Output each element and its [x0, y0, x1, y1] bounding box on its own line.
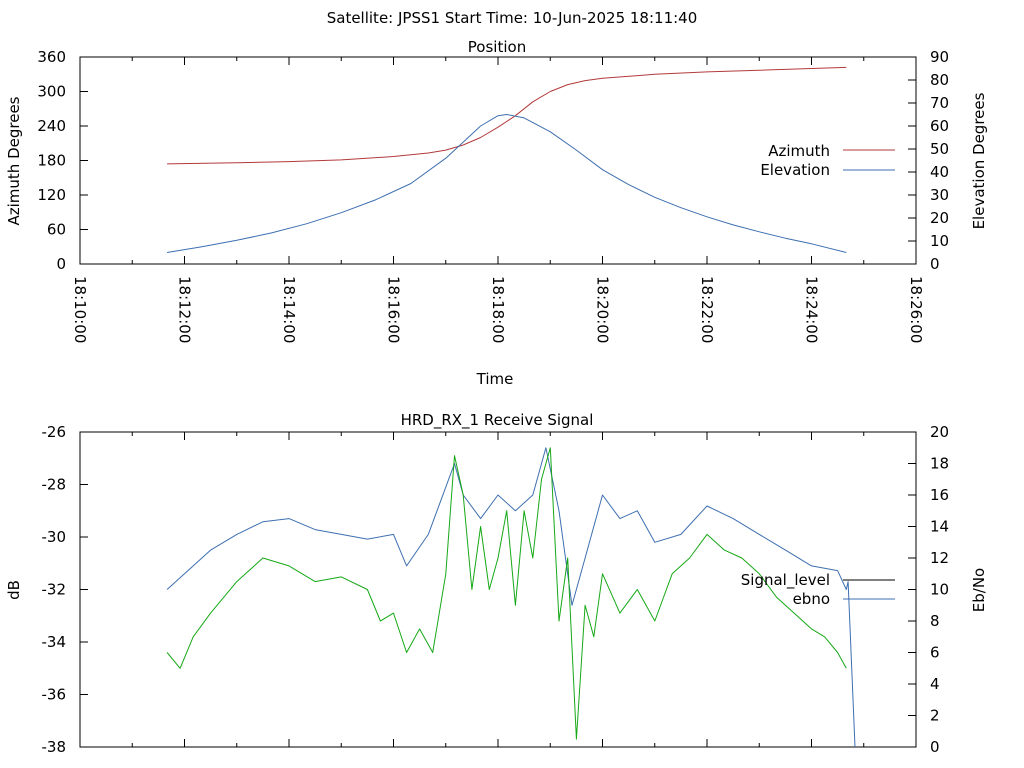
time-tick-label: 18:24:00: [803, 276, 821, 343]
signal-series: [166, 447, 856, 748]
right-tick-label: 4: [930, 675, 940, 693]
right-tick-label: 30: [930, 186, 949, 204]
position-right-axis-label: Elevation Degrees: [970, 92, 988, 229]
time-tick-label: 18:20:00: [594, 276, 612, 343]
time-tick-label: 18:26:00: [907, 276, 925, 343]
left-tick-label: -32: [42, 581, 67, 599]
right-tick-label: 90: [930, 48, 949, 66]
legend-signal-level-label: Signal_level: [741, 571, 830, 590]
signal-plot-frame: [79, 431, 917, 748]
elevation-line: [167, 114, 847, 253]
right-tick-label: 10: [930, 232, 949, 250]
left-tick-label: -38: [42, 738, 67, 756]
left-tick-label: 240: [37, 117, 66, 135]
left-tick-label: -26: [42, 423, 67, 441]
position-time-axis-label: Time: [476, 370, 514, 388]
time-tick-label: 18:10:00: [71, 276, 89, 343]
azimuth-line: [167, 66, 847, 165]
legend-elevation-label: Elevation: [760, 161, 830, 179]
signal-left-axis: -38 -36 -34 -32 -30 -28 -26: [42, 423, 88, 756]
position-legend: Azimuth Elevation: [760, 142, 895, 179]
signal-time-axis: [79, 432, 917, 747]
right-tick-label: 16: [930, 486, 949, 504]
signal-right-axis: 0 2 4 6 8 10 12 14 16 18 20: [908, 423, 949, 756]
time-tick-label: 18:18:00: [489, 276, 507, 343]
right-tick-label: 6: [930, 644, 940, 662]
left-tick-label: -30: [42, 528, 67, 546]
right-tick-label: 14: [930, 518, 949, 536]
time-tick-label: 18:16:00: [385, 276, 403, 343]
position-chart: Position 0 60 120 180 240 300 360 0 10 20 30 40 50 6…: [5, 38, 988, 388]
position-time-axis: 18:10:00 18:12:00 18:14:00 18:16:00 18:18:00…: [71, 57, 925, 343]
left-tick-label: -36: [42, 686, 67, 704]
right-tick-label: 60: [930, 117, 949, 135]
right-tick-label: 0: [930, 255, 940, 273]
signal-chart-title: HRD_RX_1 Receive Signal: [401, 411, 594, 430]
position-left-axis-label: Azimuth Degrees: [5, 96, 23, 225]
series-2-line: [166, 447, 847, 740]
legend-ebno-label: ebno: [793, 590, 830, 608]
left-tick-label: 120: [37, 186, 66, 204]
left-tick-label: 300: [37, 83, 66, 101]
left-tick-label: 180: [37, 152, 66, 170]
left-tick-label: -34: [42, 633, 67, 651]
signal-chart: HRD_RX_1 Receive Signal -38-36-34-32-30-…: [5, 411, 988, 756]
right-tick-label: 2: [930, 707, 940, 725]
right-tick-label: 12: [930, 549, 949, 567]
right-tick-label: 20: [930, 423, 949, 441]
position-series: [167, 66, 847, 253]
legend-azimuth-label: Azimuth: [768, 142, 830, 160]
signal-legend: Signal_level ebno: [741, 571, 895, 608]
right-tick-label: 8: [930, 612, 940, 630]
right-tick-label: 50: [930, 140, 949, 158]
left-tick-label: -28: [42, 476, 67, 494]
position-right-axis: 0 10 20 30 40 50 60 70 80 90: [908, 48, 949, 273]
right-tick-label: 80: [930, 71, 949, 89]
right-tick-label: 18: [930, 455, 949, 473]
right-tick-label: 70: [930, 94, 949, 112]
figure-title: Satellite: JPSS1 Start Time: 10-Jun-2025…: [327, 9, 698, 27]
signal-left-axis-label: dB: [5, 580, 23, 600]
left-tick-label: 0: [56, 255, 66, 273]
time-tick-label: 18:12:00: [176, 276, 194, 343]
right-tick-label: 20: [930, 209, 949, 227]
right-tick-label: 40: [930, 163, 949, 181]
position-left-axis: 0 60 120 180 240 300 360: [37, 48, 88, 273]
ebno-line: [166, 447, 856, 748]
signal-right-axis-label: Eb/No: [970, 568, 988, 612]
position-chart-title: Position: [468, 38, 526, 56]
right-tick-label: 10: [930, 581, 949, 599]
left-tick-label: 360: [37, 48, 66, 66]
time-tick-label: 18:14:00: [280, 276, 298, 343]
right-tick-label: 0: [930, 738, 940, 756]
time-tick-label: 18:22:00: [698, 276, 716, 343]
left-tick-label: 60: [47, 221, 66, 239]
